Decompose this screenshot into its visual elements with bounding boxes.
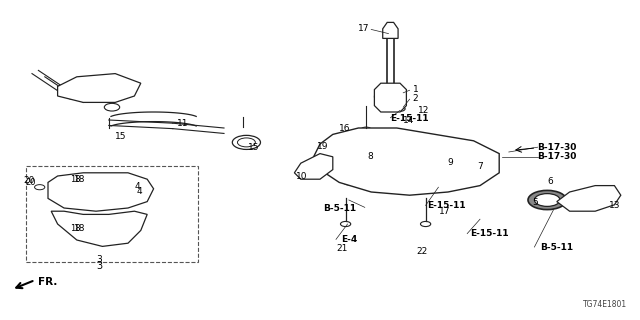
- Polygon shape: [58, 74, 141, 102]
- Text: 12: 12: [418, 106, 429, 115]
- Text: 3: 3: [96, 260, 102, 271]
- Text: 18: 18: [74, 175, 86, 184]
- Text: 4: 4: [137, 187, 142, 196]
- Text: 17: 17: [439, 207, 451, 216]
- Text: 9: 9: [447, 158, 452, 167]
- Text: 15: 15: [248, 143, 259, 152]
- Text: E-15-11: E-15-11: [470, 229, 509, 238]
- Text: B-17-30: B-17-30: [537, 152, 577, 161]
- Text: 6: 6: [548, 177, 553, 186]
- Circle shape: [528, 190, 566, 210]
- Polygon shape: [48, 173, 154, 211]
- Text: B-17-30: B-17-30: [537, 143, 577, 152]
- Text: 18: 18: [70, 175, 81, 184]
- Text: 20: 20: [26, 178, 36, 187]
- Text: B-5-11: B-5-11: [540, 243, 573, 252]
- Text: E-4: E-4: [340, 235, 357, 244]
- Text: 19: 19: [317, 142, 329, 151]
- Text: 22: 22: [417, 247, 428, 256]
- Polygon shape: [374, 83, 406, 112]
- Bar: [26, 166, 198, 262]
- Text: 7: 7: [477, 162, 483, 171]
- Text: 15: 15: [115, 132, 126, 141]
- Text: 10: 10: [296, 172, 308, 181]
- Text: E-15-11: E-15-11: [428, 201, 466, 210]
- Text: 11: 11: [177, 119, 188, 128]
- Text: 18: 18: [70, 224, 81, 233]
- Text: FR.: FR.: [38, 276, 58, 287]
- Text: 3: 3: [97, 255, 102, 264]
- Text: 5: 5: [532, 198, 538, 207]
- Text: 16: 16: [339, 124, 350, 133]
- Polygon shape: [557, 186, 621, 211]
- Text: 21: 21: [337, 244, 348, 253]
- Polygon shape: [294, 154, 333, 179]
- Polygon shape: [314, 128, 499, 195]
- Text: 8: 8: [367, 152, 372, 161]
- Text: 17: 17: [358, 24, 369, 33]
- Polygon shape: [383, 22, 398, 38]
- Text: 18: 18: [74, 224, 86, 233]
- Text: 4: 4: [135, 182, 140, 191]
- Text: 20: 20: [23, 176, 35, 185]
- Text: 13: 13: [609, 201, 620, 210]
- Text: 2: 2: [412, 94, 417, 103]
- Polygon shape: [51, 211, 147, 246]
- Text: E-15-11: E-15-11: [390, 114, 429, 123]
- Text: 1: 1: [413, 85, 419, 94]
- Text: TG74E1801: TG74E1801: [583, 300, 627, 309]
- Text: 14: 14: [403, 116, 414, 124]
- Text: B-5-11: B-5-11: [323, 204, 356, 212]
- Circle shape: [534, 194, 560, 206]
